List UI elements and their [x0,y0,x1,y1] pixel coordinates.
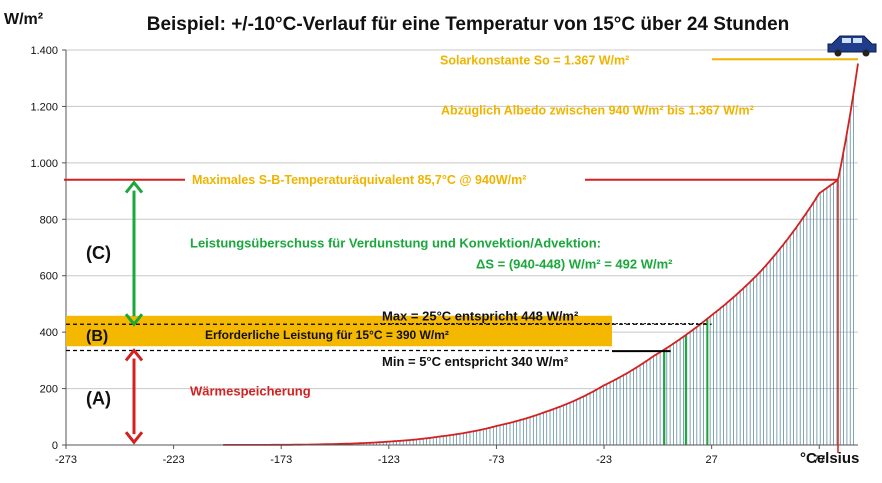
band-label: Erforderliche Leistung für 15°C = 390 W/… [205,328,449,342]
min-5c-label: Min = 5°C entspricht 340 W/m² [382,354,569,369]
surplus-label: Leistungsüberschuss für Verdunstung und … [190,235,601,250]
chart-title: Beispiel: +/-10°C-Verlauf für eine Tempe… [147,14,790,35]
y-tick-label: 600 [40,271,58,283]
y-tick-label: 400 [40,327,58,339]
y-axis-label: W/m² [4,11,43,28]
x-tick-label: -273 [55,454,77,466]
region-c-tag: (C) [86,243,111,263]
albedo-annotation: Abzüglich Albedo zwischen 940 W/m² bis 1… [441,103,754,117]
data-bars [319,92,854,445]
x-tick-label: -223 [163,454,185,466]
x-tick-label: 77 [813,454,825,466]
y-tick-label: 800 [40,214,58,226]
region-a-arrow [124,348,144,445]
max-sb-label: Maximales S-B-Temperaturäquivalent 85,7°… [192,173,526,187]
x-tick-label: -123 [378,454,400,466]
sb-curve [223,63,859,446]
x-tick-label: 27 [706,454,718,466]
axes: 0 200 400 600 800 1.000 1.200 1.400 -273 -223 -173… [30,45,858,466]
y-tick-label: 1.000 [30,158,58,170]
solar-constant-label: Solarkonstante So = 1.367 W/m² [440,53,629,67]
x-tick-label: -23 [596,454,612,466]
y-tick-label: 1.200 [30,101,58,113]
arrow-head-bottom [124,313,144,327]
surplus-formula: ΔS = (940-448) W/m² = 492 W/m² [476,256,673,271]
x-tick-label: -173 [270,454,292,466]
arrow-head-bottom [124,431,144,445]
arrow-head-top [124,348,144,362]
band-tag: (B) [86,328,108,345]
arrow-head-top [124,180,144,194]
car-logo-icon [827,35,877,57]
x-axis-label: °Celsius [800,450,859,467]
max-25c-label: Max = 25°C entspricht 448 W/m² [382,309,579,324]
y-tick-label: 1.400 [30,45,58,57]
heat-storage-label: Wärmespeicherung [190,383,311,398]
curve [223,63,859,446]
x-tick-label: -73 [488,454,504,466]
region-c-arrow [124,180,144,327]
y-tick-label: 200 [40,384,58,396]
required-power-band [66,315,612,347]
y-tick-label: 0 [52,440,58,452]
region-a-tag: (A) [86,388,111,408]
